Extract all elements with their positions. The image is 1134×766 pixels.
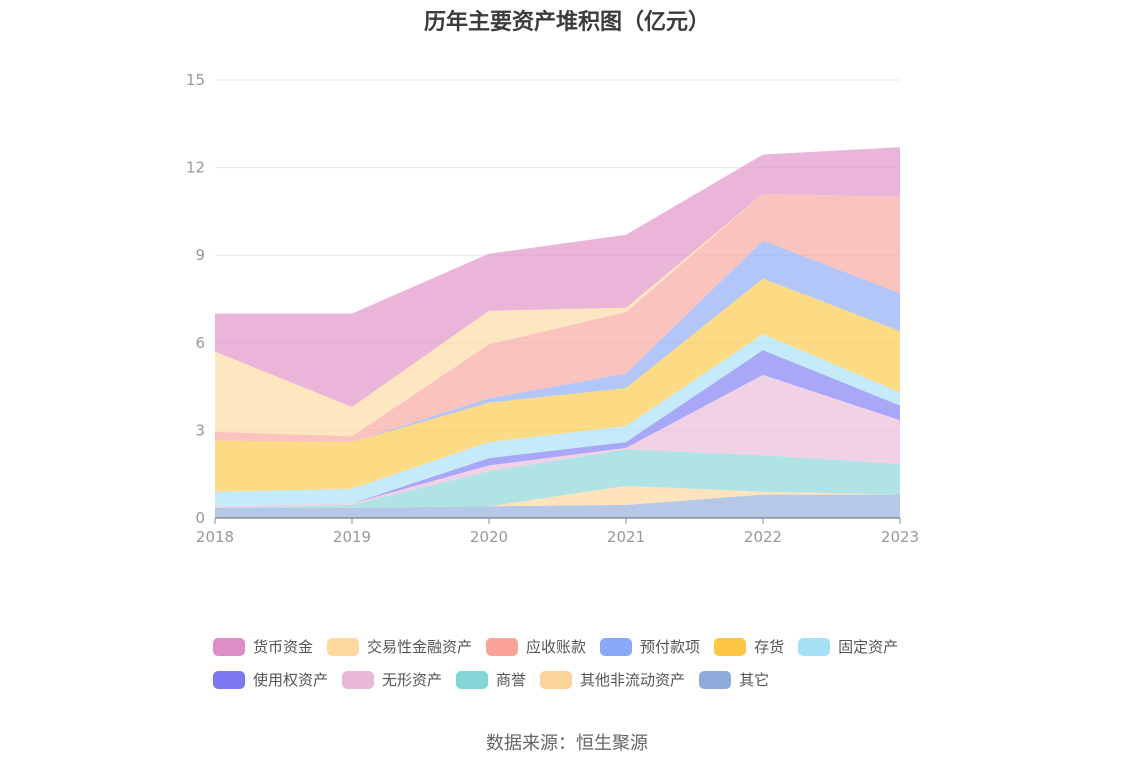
legend-label: 其它: [739, 671, 770, 689]
legend-label: 使用权资产: [253, 671, 329, 689]
y-tick-label: 6: [195, 334, 205, 352]
y-tick-label: 12: [186, 159, 205, 177]
series-area-8: [215, 193, 900, 443]
legend-item[interactable]: 固定资产: [798, 636, 898, 657]
legend-row: 使用权资产 无形资产 商誉 其他非流动资产 其它: [213, 663, 973, 696]
series-area-10: [215, 147, 900, 407]
legend-swatch: [540, 670, 573, 689]
legend-swatch: [213, 637, 245, 656]
legend-label: 应收账款: [526, 638, 587, 656]
legend-item[interactable]: 其他非流动资产: [540, 669, 685, 690]
legend-swatch: [798, 637, 831, 656]
data-source: 数据来源：恒生聚源: [486, 733, 648, 754]
axes: 0 3 6 9 12 15 2018 2019 2020 2021 2022 2023: [186, 71, 919, 546]
legend-swatch: [327, 637, 360, 656]
legend-label: 无形资产: [382, 671, 443, 689]
chart-title: 历年主要资产堆积图（亿元）: [423, 10, 710, 35]
x-tick-label: 2019: [333, 528, 371, 546]
legend-item[interactable]: 存货: [714, 636, 784, 657]
legend-item[interactable]: 使用权资产: [213, 669, 328, 690]
series-area-4: [215, 350, 900, 507]
legend-item[interactable]: 无形资产: [342, 669, 442, 690]
series-area-6: [215, 278, 900, 492]
legend: 货币资金 交易性金融资产 应收账款 预付款项 存货 固定资产 使用权资产 无形资产 商誉 其他非…: [213, 630, 973, 696]
y-tick-label: 9: [195, 246, 205, 264]
series-area-2: [215, 449, 900, 508]
legend-label: 预付款项: [640, 638, 701, 656]
legend-label: 固定资产: [838, 638, 899, 656]
legend-label: 货币资金: [253, 638, 314, 656]
y-tick-label: 3: [195, 421, 205, 439]
legend-swatch: [714, 637, 747, 656]
legend-swatch: [213, 670, 245, 689]
legend-swatch: [342, 670, 375, 689]
x-tick-label: 2022: [744, 528, 782, 546]
legend-item[interactable]: 预付款项: [600, 636, 700, 657]
x-tick-label: 2018: [196, 528, 234, 546]
legend-label: 商誉: [496, 671, 527, 689]
legend-swatch: [600, 637, 633, 656]
legend-label: 存货: [754, 638, 785, 656]
stacked-area-chart: 0 3 6 9 12 15 2018 2019 2020 2021 2022 2023: [186, 71, 919, 546]
legend-label: 交易性金融资产: [367, 638, 473, 656]
legend-item[interactable]: 交易性金融资产: [327, 636, 472, 657]
x-tick-label: 2023: [881, 528, 919, 546]
legend-item[interactable]: 其它: [699, 669, 769, 690]
y-tick-label: 0: [195, 509, 205, 527]
legend-swatch: [456, 670, 489, 689]
series-area-7: [215, 240, 900, 443]
series-area-9: [215, 193, 900, 437]
x-tick-label: 2021: [607, 528, 645, 546]
x-tick-label: 2020: [470, 528, 508, 546]
legend-swatch: [486, 637, 519, 656]
series-area-0: [215, 494, 900, 518]
legend-item[interactable]: 应收账款: [486, 636, 586, 657]
series-areas: [215, 147, 900, 518]
y-tick-label: 15: [186, 71, 205, 89]
legend-swatch: [699, 670, 732, 689]
series-area-1: [215, 485, 900, 508]
series-area-3: [215, 374, 900, 508]
legend-item[interactable]: 商誉: [456, 669, 526, 690]
legend-row: 货币资金 交易性金融资产 应收账款 预付款项 存货 固定资产: [213, 630, 973, 663]
legend-item[interactable]: 货币资金: [213, 636, 313, 657]
legend-label: 其他非流动资产: [580, 671, 686, 689]
